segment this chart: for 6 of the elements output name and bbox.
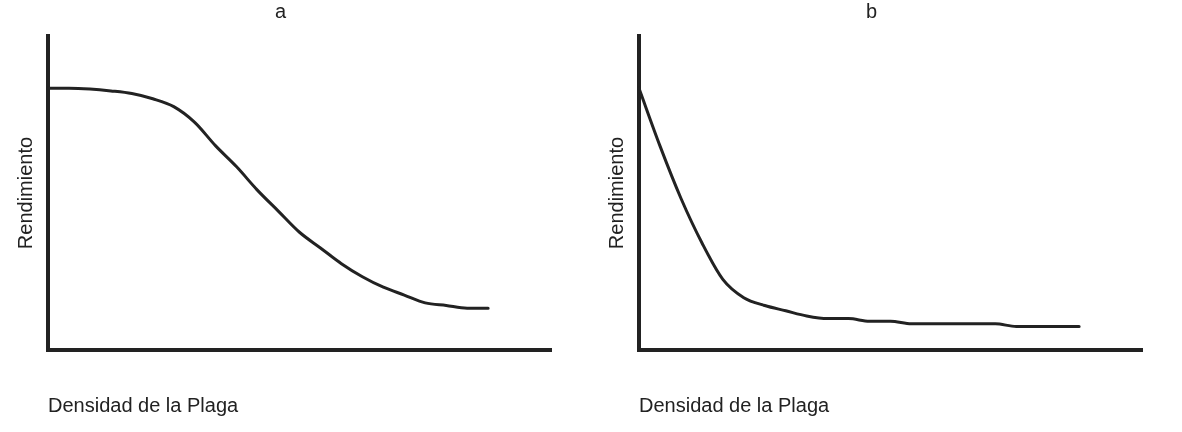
y-axis-title: Rendimiento [13,136,36,250]
chart-title: a [274,0,287,22]
x-axis-title: Densidad de la Plaga [48,393,240,416]
chart-title: b [865,0,878,22]
x-axis-title: Densidad de la Plaga [639,393,831,416]
y-axis-title: Rendimiento [604,136,627,250]
